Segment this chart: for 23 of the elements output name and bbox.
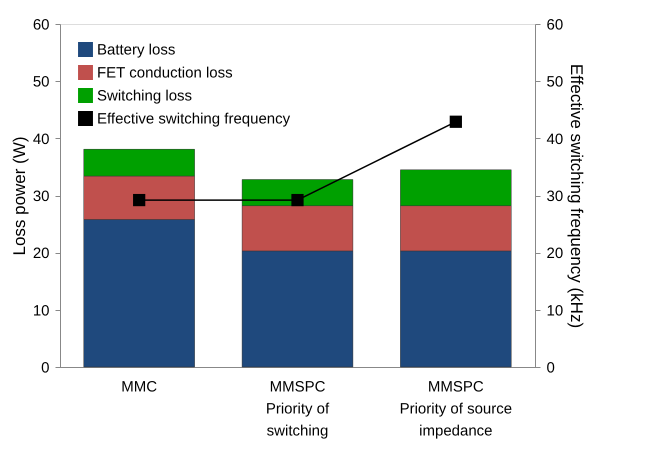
y-axis-title: Loss power (W)	[10, 136, 29, 256]
y2-axis-title: Effective switching frequency (kHz)	[567, 64, 586, 328]
y-tick-label: 20	[32, 245, 50, 262]
x-tick-label: MMC	[121, 378, 158, 396]
legend-label: Effective switching frequency	[97, 110, 291, 128]
y-tick-label: 30	[32, 188, 50, 205]
y-tick-label: 0	[41, 360, 50, 376]
y2-tick-label: 0	[546, 360, 555, 376]
x-tick-label: MMSPC Priority of source impedance	[400, 378, 512, 440]
y2-tick-label: 50	[546, 74, 564, 91]
y-tick-label: 60	[32, 16, 50, 34]
x-tick-label: MMSPC Priority of switching	[266, 378, 330, 440]
legend-label: Switching loss	[97, 88, 192, 104]
legend-label: Battery loss	[97, 42, 176, 58]
y2-tick-label: 20	[546, 245, 564, 262]
y-tick-label: 50	[32, 74, 50, 91]
y2-tick-label: 60	[546, 16, 564, 34]
y2-tick-label: 10	[546, 302, 564, 320]
y2-tick-label: 40	[546, 130, 564, 148]
y-tick-label: 10	[32, 302, 50, 320]
legend-label: FET conduction loss	[97, 64, 233, 82]
y-tick-label: 40	[32, 130, 50, 148]
y2-tick-label: 30	[546, 188, 564, 205]
